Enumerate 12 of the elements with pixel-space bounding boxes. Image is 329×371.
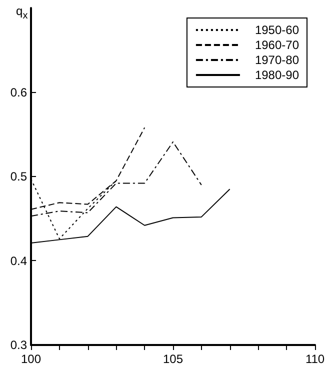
y-tick-label: 0.3 (10, 338, 28, 352)
legend-label: 1960-70 (254, 38, 300, 52)
legend-label: 1950-60 (254, 23, 300, 37)
x-tick-label: 110 (305, 352, 325, 366)
legend-label: 1980-90 (254, 68, 300, 82)
x-tick-label: 100 (20, 352, 42, 366)
y-tick-label: 0.5 (10, 170, 28, 184)
y-tick-label: 0.4 (10, 254, 28, 268)
y-axis-title: q$_{x}$ (16, 4, 28, 24)
legend-label: 1970-80 (254, 53, 300, 67)
y-tick-label: 0.6 (10, 85, 28, 100)
x-tick-label: 105 (162, 352, 184, 366)
